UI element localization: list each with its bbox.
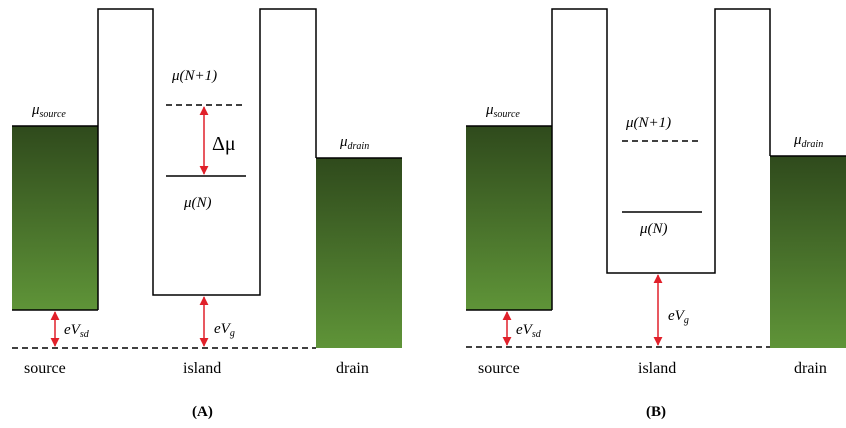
source-region-label: source (478, 360, 520, 377)
drain-region-label: drain (336, 360, 369, 377)
mu-n-label: μ(N) (639, 221, 668, 237)
source-lead (12, 126, 98, 310)
mu-drain-label: μdrain (793, 132, 823, 150)
island-region-label: island (638, 360, 676, 377)
mu-n-label: μ(N) (183, 195, 212, 211)
panel-b: μsource μdrain μ(N+1) μ(N) eVsd eVg sour… (466, 8, 846, 420)
drain-lead (770, 156, 846, 348)
barrier-island-profile (551, 8, 771, 310)
eVsd-label: eVsd (64, 322, 90, 340)
eVg-label: eVg (214, 321, 235, 339)
drain-lead (316, 158, 402, 348)
eVg-label: eVg (668, 308, 689, 326)
mu-source-label: μsource (485, 102, 520, 120)
delta-mu-label: Δμ (212, 133, 236, 155)
panel-a-label: (A) (192, 404, 213, 420)
drain-region-label: drain (794, 360, 827, 377)
mu-n-plus-1-label: μ(N+1) (625, 115, 671, 131)
mu-drain-label: μdrain (339, 134, 369, 152)
mu-source-label: μsource (31, 102, 66, 120)
barrier-island-profile (97, 8, 317, 310)
source-lead (466, 126, 552, 310)
panel-a: μsource μdrain μ(N+1) μ(N) Δμ eVsd eVg s… (12, 8, 402, 420)
source-region-label: source (24, 360, 66, 377)
panel-b-label: (B) (646, 404, 666, 420)
island-region-label: island (183, 360, 221, 377)
mu-n-plus-1-label: μ(N+1) (171, 68, 217, 84)
eVsd-label: eVsd (516, 322, 542, 340)
